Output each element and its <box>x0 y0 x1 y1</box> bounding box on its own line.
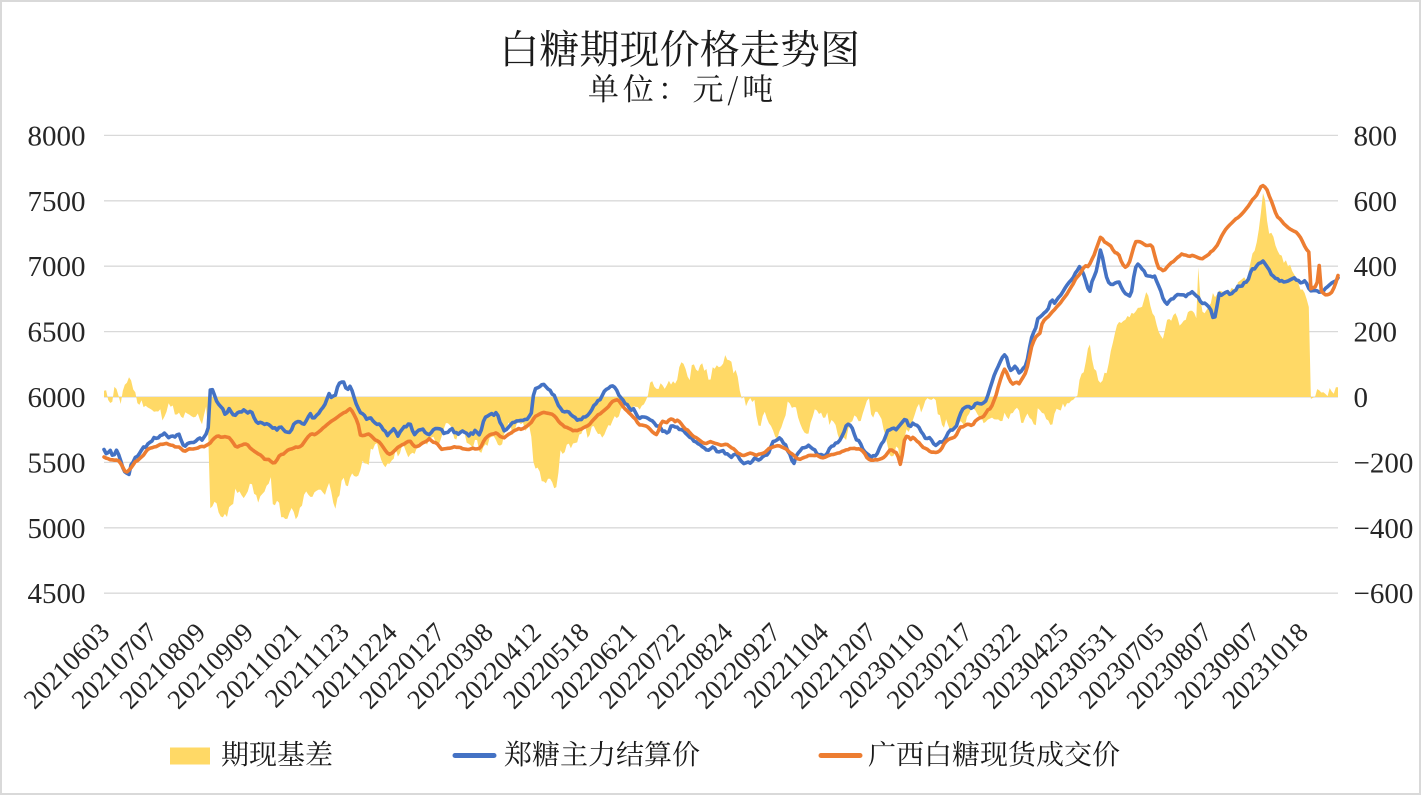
svg-text:8000: 8000 <box>28 120 86 152</box>
svg-text:5500: 5500 <box>28 447 86 479</box>
svg-text:6000: 6000 <box>28 382 86 414</box>
svg-text:4500: 4500 <box>28 578 86 610</box>
svg-text:−400: −400 <box>1354 513 1414 545</box>
svg-text:−200: −200 <box>1354 447 1414 479</box>
svg-text:600: 600 <box>1354 186 1398 218</box>
svg-text:800: 800 <box>1354 120 1398 152</box>
svg-text:5000: 5000 <box>28 513 86 545</box>
svg-text:400: 400 <box>1354 251 1398 283</box>
svg-text:6500: 6500 <box>28 317 86 349</box>
svg-text:7000: 7000 <box>28 251 86 283</box>
svg-text:−600: −600 <box>1354 578 1414 610</box>
svg-text:0: 0 <box>1354 382 1369 414</box>
svg-text:7500: 7500 <box>28 186 86 218</box>
svg-text:200: 200 <box>1354 317 1398 349</box>
